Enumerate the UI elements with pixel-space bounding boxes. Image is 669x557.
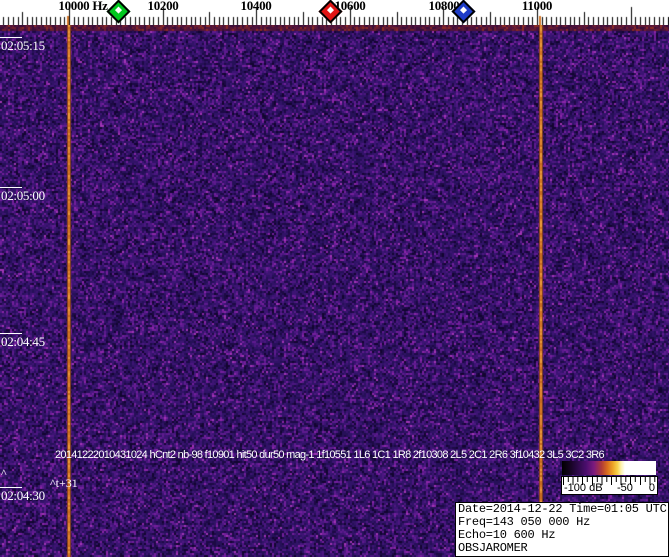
freq-label-11000: 11000 [521,0,553,13]
marker-core [459,6,468,14]
time-tick [0,37,22,38]
time-label: 02:05:15 [1,38,45,53]
event-detection-text: 20141222010431024 hCnt2 nb-98 f10901 hit… [55,449,605,461]
marker-core [326,6,335,14]
time-tick [0,333,22,334]
spectrogram-waterfall-canvas[interactable] [0,25,669,557]
freq-label-10400: 10400 [240,0,272,13]
db-label-min: -100 dB [564,482,603,494]
colorbar-ticks-short [563,477,656,482]
time-tick [0,187,22,188]
colorbar-gradient [562,461,656,475]
time-label: 02:05:00 [1,188,45,203]
observation-info-box: Date=2014-12-22 Time=01:05 UTC Freq=143 … [455,502,669,557]
time-label: 02:04:45 [1,334,45,349]
freq-label-10600: 10600 [334,0,366,13]
info-echo: Echo=10 600 Hz [458,528,556,542]
info-freq: Freq=143 050 000 Hz [458,515,591,529]
freq-label-10200: 10200 [147,0,179,13]
time-tick [0,487,22,488]
info-observer: OBSJAROMER [458,541,528,555]
frequency-ruler[interactable]: 10000 Hz 10200 10400 10600 10800 11000 [0,0,669,25]
marker-core [114,6,123,14]
caret-mark: ^ [1,466,7,480]
time-label: 02:04:30 [1,488,45,503]
db-label-mid: -50 [617,482,633,494]
colorbar-scale: -100 dB -50 0 [561,476,658,495]
db-label-max: 0 [648,482,655,494]
info-date-time: Date=2014-12-22 Time=01:05 UTC [458,502,667,516]
freq-label-10000: 10000 Hz [58,0,108,13]
cursor-time-label: ^t+31 [50,476,78,490]
